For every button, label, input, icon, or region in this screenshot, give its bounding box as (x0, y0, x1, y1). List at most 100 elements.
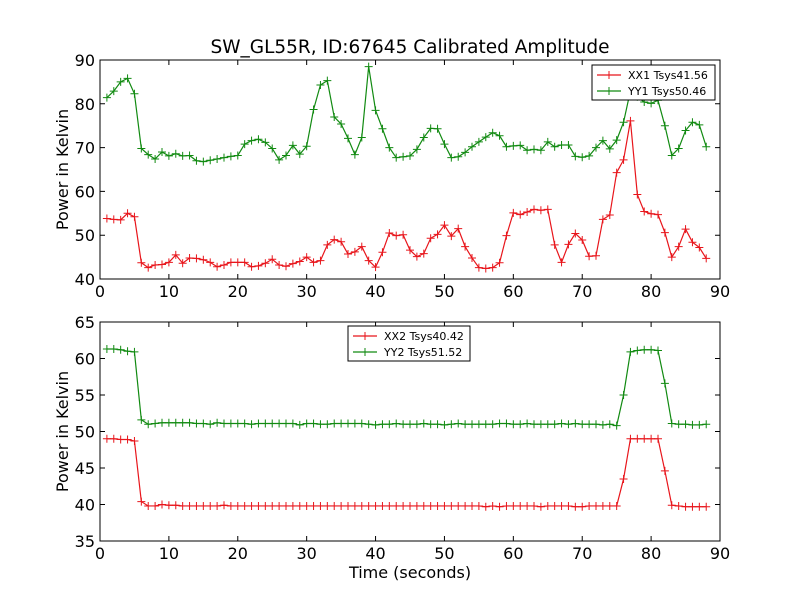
data-point (543, 205, 552, 214)
data-point (282, 151, 290, 160)
data-point (123, 347, 132, 356)
data-point (247, 262, 256, 271)
data-point (378, 124, 387, 133)
data-point (523, 146, 532, 155)
data-point (288, 259, 297, 268)
data-point (392, 419, 401, 428)
data-point (626, 434, 635, 443)
x-tick-label: 30 (296, 282, 316, 301)
data-point (461, 420, 470, 429)
data-point (468, 501, 476, 510)
data-point (171, 418, 180, 427)
data-point (598, 136, 607, 145)
data-point (440, 420, 449, 429)
data-point (123, 74, 132, 83)
data-point (288, 141, 297, 150)
data-point (151, 501, 160, 510)
series-line (106, 120, 707, 270)
data-point (468, 420, 476, 429)
data-point (605, 144, 614, 153)
data-point (605, 501, 614, 510)
data-point (447, 420, 456, 429)
data-point (330, 235, 339, 244)
data-point (350, 501, 359, 510)
data-point (178, 418, 187, 427)
data-point (282, 262, 290, 271)
x-tick-label: 10 (159, 282, 179, 301)
data-point (364, 501, 373, 510)
chart-title: SW_GL55R, ID:67645 Calibrated Amplitude (210, 37, 609, 58)
data-point (158, 418, 166, 427)
data-point (667, 419, 676, 428)
data-point (578, 236, 587, 245)
data-point (550, 420, 559, 429)
data-point (502, 231, 511, 240)
series-line (106, 438, 707, 508)
data-point (268, 419, 277, 428)
data-point (220, 419, 228, 428)
data-point (681, 420, 690, 429)
data-point (137, 144, 146, 153)
data-point (213, 154, 222, 163)
y-axis-label: Power in Kelvin (53, 371, 72, 492)
data-point (454, 152, 463, 161)
y-tick-label: 60 (75, 350, 95, 369)
legend-label: XX1 Tsys41.56 (628, 69, 708, 82)
data-point (213, 418, 222, 427)
data-point (371, 106, 380, 115)
data-point (185, 501, 194, 510)
series-2 (102, 62, 711, 166)
data-point (247, 501, 256, 510)
data-point (419, 419, 428, 428)
data-point (213, 262, 222, 271)
data-point (233, 501, 242, 510)
data-point (495, 419, 504, 428)
data-point (171, 250, 180, 259)
data-point (585, 151, 594, 160)
data-point (550, 142, 559, 151)
y-tick-label: 80 (75, 95, 95, 114)
data-point (295, 420, 304, 429)
data-point (674, 144, 683, 153)
data-point (516, 420, 525, 429)
data-point (185, 418, 194, 427)
legend-box (591, 64, 716, 101)
data-point (330, 419, 339, 428)
data-point (419, 133, 428, 142)
data-point (419, 501, 428, 510)
x-tick-label: 60 (503, 544, 523, 563)
data-point (199, 501, 208, 510)
data-point (681, 225, 690, 234)
y-axis-label: Power in Kelvin (53, 109, 72, 230)
data-point (233, 258, 242, 267)
data-point (598, 501, 607, 510)
data-point (344, 250, 352, 259)
legend-label: YY2 Tsys51.52 (383, 346, 462, 359)
data-point (123, 435, 132, 444)
data-point (357, 242, 366, 251)
x-tick-label: 40 (365, 282, 385, 301)
data-point (240, 140, 249, 149)
data-point (268, 144, 277, 153)
data-point (350, 419, 359, 428)
data-point (633, 346, 642, 355)
data-point (316, 420, 325, 429)
data-point (144, 501, 153, 510)
data-point (226, 419, 235, 428)
data-point (233, 151, 242, 160)
data-point (116, 435, 125, 444)
data-point (440, 501, 449, 510)
data-point (399, 501, 408, 510)
data-point (102, 93, 111, 102)
data-point (247, 420, 256, 429)
x-tick-label: 30 (296, 544, 316, 563)
data-point (268, 501, 277, 510)
data-point (495, 258, 504, 267)
data-point (454, 224, 463, 233)
data-point (254, 419, 263, 428)
data-point (109, 434, 118, 443)
data-point (633, 434, 642, 443)
data-point (309, 501, 318, 510)
data-point (116, 345, 125, 354)
data-point (509, 141, 518, 150)
